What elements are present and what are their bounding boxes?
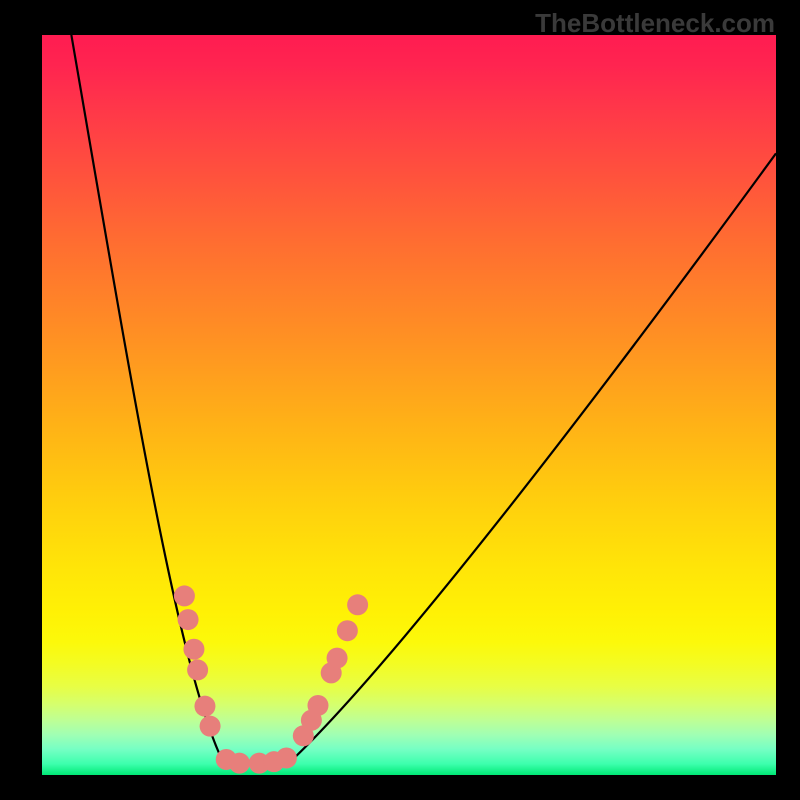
- chart-container: TheBottleneck.com: [0, 0, 800, 800]
- gradient-fill: [42, 35, 776, 775]
- watermark-text: TheBottleneck.com: [535, 8, 775, 39]
- plot-area: [42, 35, 776, 775]
